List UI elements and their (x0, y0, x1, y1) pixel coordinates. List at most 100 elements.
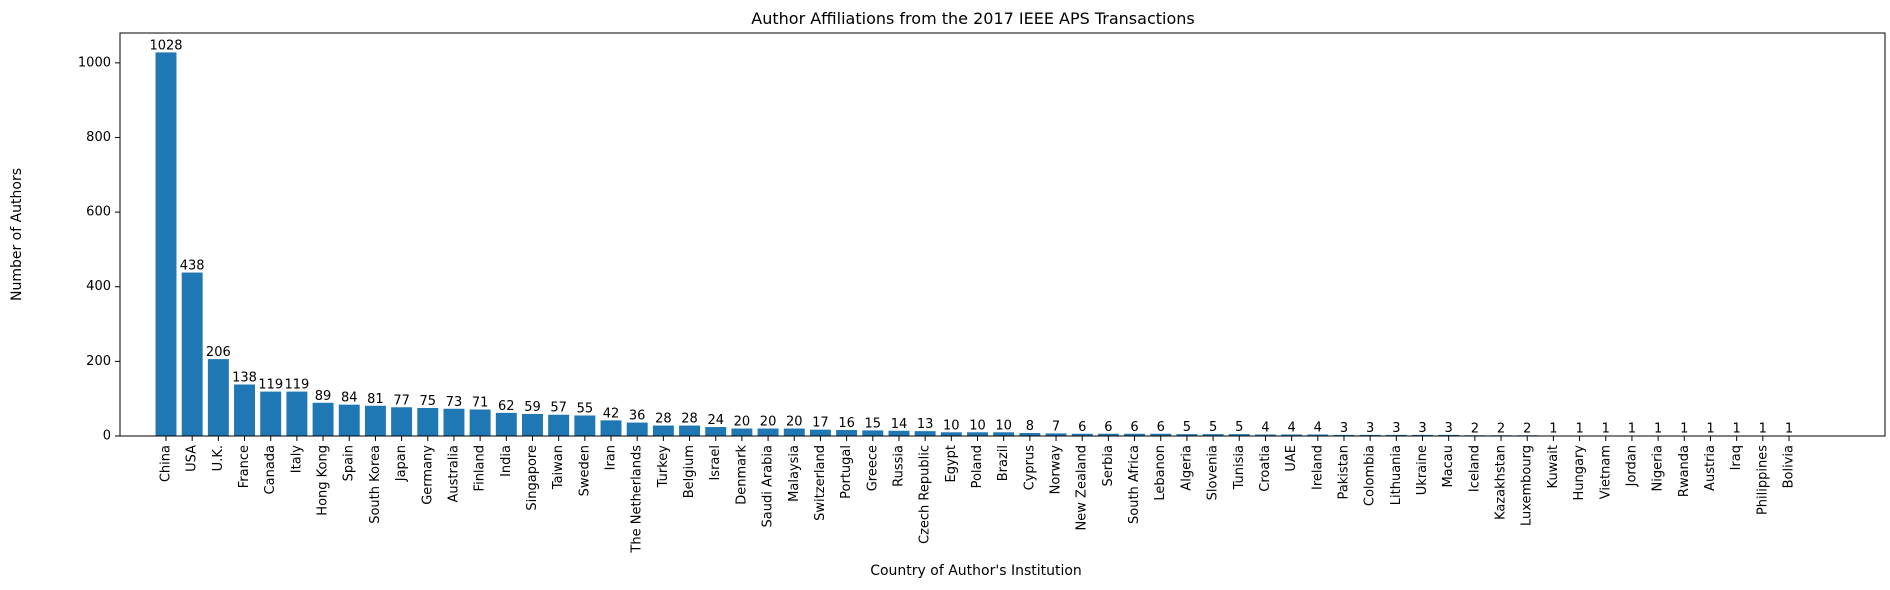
y-tick-label: 400 (86, 279, 111, 294)
x-axis: China USA U.K. France Canada Italy Hong Kong Sp… (159, 436, 1797, 554)
value-label: 6 (1130, 420, 1138, 435)
x-tick-label: Colombia (1363, 445, 1378, 506)
value-label: 1 (1549, 422, 1557, 437)
x-tick-label: Belgium (682, 445, 697, 498)
x-tick-label: South Korea (368, 445, 383, 524)
y-tick-label: 800 (86, 130, 111, 145)
x-tick-label: Iceland (1467, 445, 1482, 492)
x-tick-label: Bolivia (1782, 445, 1797, 488)
x-tick-label: Cyprus (1022, 445, 1037, 491)
bar-47 (1385, 434, 1407, 436)
value-label: 119 (284, 378, 309, 393)
value-label: 6 (1078, 420, 1086, 435)
bar-41 (1228, 434, 1250, 436)
bars-group (155, 52, 1800, 437)
bar-46 (1359, 434, 1381, 436)
value-label: 438 (180, 259, 205, 274)
value-label: 5 (1209, 420, 1217, 435)
x-tick-label: South Africa (1127, 445, 1142, 524)
y-tick-label: 600 (86, 205, 111, 220)
y-tick-label: 0 (103, 429, 111, 444)
y-tick-label: 200 (86, 354, 111, 369)
value-label: 5 (1235, 420, 1243, 435)
bar-31 (967, 432, 988, 436)
value-label: 81 (367, 392, 384, 407)
value-label: 1028 (149, 38, 182, 53)
value-label: 4 (1314, 421, 1322, 436)
bar-10 (417, 408, 439, 436)
value-label: 2 (1523, 421, 1531, 436)
value-label: 16 (838, 416, 855, 431)
x-tick-label: Ireland (1310, 445, 1325, 490)
value-label: 20 (760, 415, 777, 430)
y-axis-label: Number of Authors (9, 168, 25, 301)
x-tick-label: Canada (263, 445, 278, 494)
x-tick-label: Kazakhstan (1494, 445, 1509, 520)
bar-25 (809, 429, 831, 436)
value-label: 14 (891, 417, 908, 432)
bar-21 (705, 427, 727, 436)
bar-11 (443, 408, 465, 436)
value-label: 24 (707, 413, 724, 428)
chart-title: Author Affiliations from the 2017 IEEE A… (751, 9, 1194, 28)
x-tick-label: Macau (1441, 445, 1456, 488)
bar-42 (1254, 434, 1276, 436)
bar-44 (1307, 434, 1329, 436)
y-tick-label: 1000 (78, 55, 111, 70)
x-tick-label: Singapore (525, 445, 540, 511)
value-label: 15 (865, 416, 882, 431)
bar-3 (234, 384, 255, 436)
y-axis: 0 200 400 600 800 1000 (78, 55, 120, 444)
bar-34 (1045, 433, 1067, 436)
value-label: 42 (603, 406, 620, 421)
value-label: 77 (393, 393, 410, 408)
value-label: 36 (629, 409, 646, 424)
x-tick-label: Iraq (1729, 445, 1744, 470)
bar-28 (888, 430, 910, 436)
value-label: 28 (655, 412, 672, 427)
x-tick-label: Hong Kong (316, 445, 331, 516)
value-label: 4 (1287, 421, 1295, 436)
x-tick-label: Iran (604, 445, 619, 470)
value-label: 1 (1706, 422, 1714, 437)
bar-37 (1124, 433, 1146, 436)
bar-29 (914, 431, 936, 436)
x-tick-label: Switzerland (813, 445, 828, 521)
bar-19 (652, 425, 674, 436)
bar-13 (495, 412, 517, 436)
x-tick-label: Norway (1049, 445, 1064, 495)
bar-8 (364, 405, 386, 436)
value-label: 1 (1602, 422, 1610, 437)
x-tick-label: Japan (394, 445, 409, 482)
x-tick-label: Sweden (577, 445, 592, 496)
value-label: 75 (419, 394, 436, 409)
x-tick-label: Israel (708, 445, 723, 481)
x-tick-label: Lithuania (1389, 445, 1404, 505)
x-tick-label: Russia (891, 445, 906, 487)
x-tick-label: Italy (289, 445, 304, 474)
value-label: 4 (1261, 421, 1269, 436)
value-label: 6 (1104, 420, 1112, 435)
value-label: 3 (1366, 421, 1374, 436)
bar-38 (1150, 433, 1172, 436)
value-label: 1 (1654, 422, 1662, 437)
x-tick-label: Nigeria (1651, 445, 1666, 492)
bar-27 (862, 430, 884, 436)
bar-24 (783, 428, 805, 436)
x-tick-label: China (159, 445, 174, 482)
x-tick-label: Egypt (944, 445, 959, 483)
x-tick-label: Denmark (734, 445, 749, 505)
bar-23 (757, 428, 779, 436)
x-tick-label: UAE (1284, 445, 1299, 472)
value-label: 119 (258, 378, 283, 393)
bar-22 (731, 428, 753, 436)
value-label: 10 (969, 418, 986, 433)
x-tick-label: The Netherlands (630, 445, 645, 554)
x-tick-label: Serbia (1101, 445, 1116, 486)
x-tick-label: New Zealand (1075, 445, 1090, 530)
bar-43 (1281, 434, 1303, 436)
x-tick-label: Ukraine (1415, 445, 1430, 495)
bar-48 (1412, 434, 1433, 436)
bar-4 (260, 391, 282, 436)
